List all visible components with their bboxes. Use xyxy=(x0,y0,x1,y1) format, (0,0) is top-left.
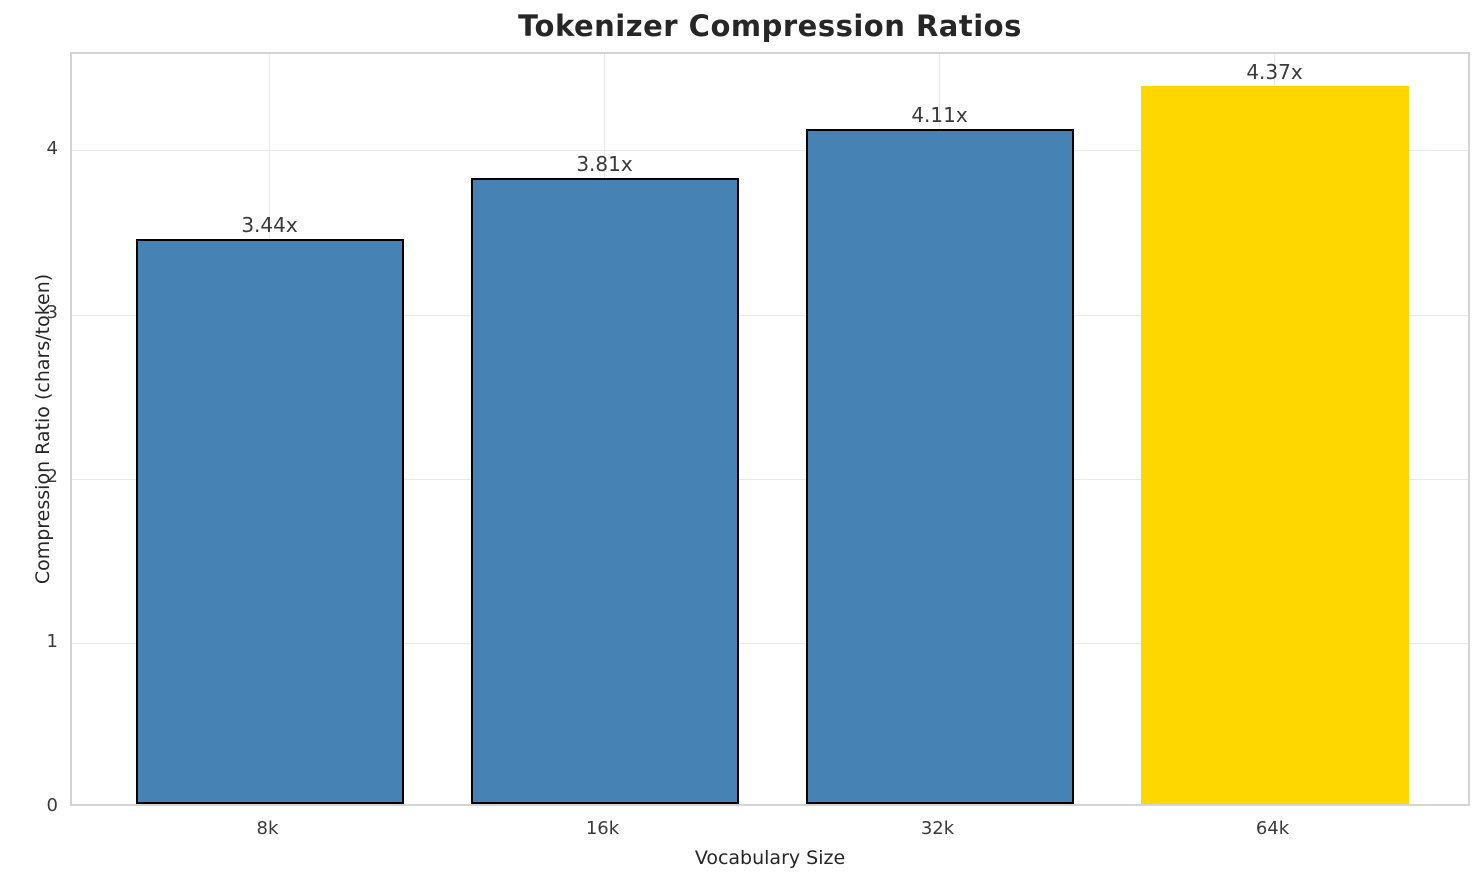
gridline-horizontal xyxy=(72,314,1468,316)
bar-value-label: 3.44x xyxy=(241,212,298,237)
gridline-horizontal xyxy=(72,478,1468,480)
x-tick-label: 32k xyxy=(920,818,955,839)
gridline-horizontal xyxy=(72,150,1468,152)
y-tick-label: 3 xyxy=(46,302,58,324)
plot-area: 3.44x 3.81x 4.11x 4.37x xyxy=(70,52,1470,806)
bar-value-label: 4.11x xyxy=(911,102,968,127)
bar-value-label: 4.37x xyxy=(1246,60,1303,85)
gridline-horizontal xyxy=(72,643,1468,645)
chart-title: Tokenizer Compression Ratios xyxy=(518,9,1022,43)
bar-16k xyxy=(471,178,739,804)
bar-8k xyxy=(136,239,404,804)
y-tick-label: 4 xyxy=(46,137,58,159)
x-tick-label: 64k xyxy=(1255,818,1290,839)
x-tick-label: 16k xyxy=(585,818,620,839)
bar-value-label: 3.81x xyxy=(576,152,633,177)
y-tick-label: 0 xyxy=(46,795,58,816)
x-tick-label: 8k xyxy=(256,818,279,839)
bar-64k xyxy=(1141,86,1409,804)
y-tick-label: 2 xyxy=(46,466,58,488)
x-axis-label: Vocabulary Size xyxy=(694,847,846,869)
bar-32k xyxy=(806,129,1074,804)
y-tick-label: 1 xyxy=(46,630,58,652)
